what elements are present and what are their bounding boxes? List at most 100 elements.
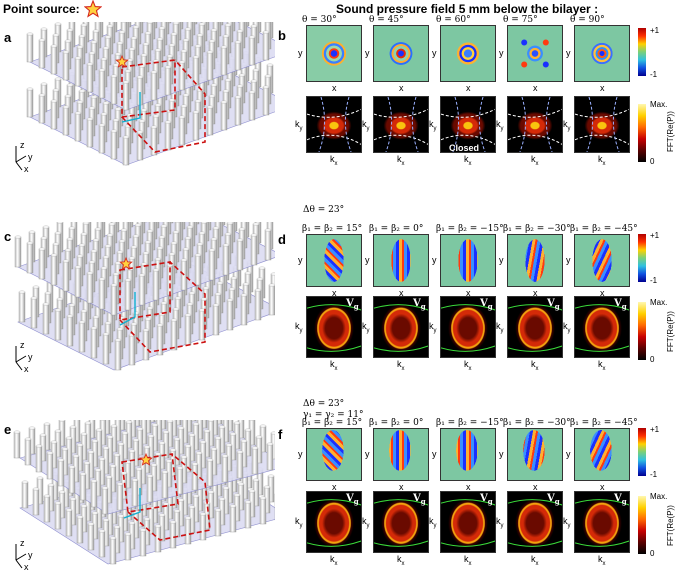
row_f-fft-plot-4	[574, 491, 630, 553]
axes-triad-c: z y x	[10, 340, 40, 374]
dispersion-curves	[508, 97, 562, 152]
row_d-fft-plot-2	[440, 296, 496, 358]
y-axis-label: y	[566, 448, 571, 459]
row_b-fft-plot-1	[373, 96, 429, 153]
dispersion-curves	[508, 499, 562, 547]
row_b-field-plot-3	[507, 25, 563, 82]
row_f-title-1: β₁ = β₂ = 0°	[369, 418, 424, 428]
group-velocity-label: Vg	[480, 493, 493, 506]
kx-axis-label: kx	[598, 554, 606, 567]
row_d-title-3: β₁ = β₂ = −30°	[503, 224, 571, 234]
axes-icon	[15, 544, 27, 569]
ky-axis-label: ky	[563, 118, 571, 132]
row_d-field-plot-2	[440, 234, 496, 287]
x-axis-label: x	[533, 83, 538, 93]
ky-axis-label: ky	[496, 321, 504, 334]
panel-c-label: c	[4, 229, 12, 244]
ky-axis-label: ky	[563, 321, 571, 334]
x-axis-label: x	[600, 288, 605, 298]
row_f-title-0: β₁ = β₂ = 15°	[302, 418, 363, 428]
dispersion-curves	[307, 97, 361, 152]
y-axis-label: y	[298, 254, 303, 265]
bilayer-illustration-a	[26, 22, 275, 166]
bilayer-illustration-e	[13, 420, 275, 565]
row_f-field-plot-3	[507, 428, 563, 481]
panel-d-label: d	[278, 232, 286, 247]
row-f-header-0: Δθ = 23°	[303, 399, 345, 409]
dispersion-curves	[441, 499, 495, 547]
kx-axis-label: kx	[464, 554, 472, 567]
group-velocity-label: Vg	[480, 298, 493, 311]
ky-axis-label: ky	[496, 118, 504, 132]
row_b-fft-plot-2	[440, 96, 496, 153]
dispersion-curves	[575, 97, 629, 152]
row_b-title-0: θ = 30°	[302, 15, 337, 25]
ky-axis-label: ky	[362, 118, 370, 132]
kx-axis-label: kx	[397, 154, 405, 167]
y-axis-label: y	[365, 448, 370, 459]
row_b-title-3: θ = 75°	[503, 15, 538, 25]
group-velocity-label: Vg	[614, 298, 627, 311]
row_d-fft-plot-3	[507, 296, 563, 358]
closed-label: Closed	[449, 143, 480, 153]
y-axis-label: y	[432, 254, 437, 265]
x-axis-label: x	[533, 482, 538, 492]
row_f-title-3: β₁ = β₂ = −30°	[503, 418, 571, 428]
row_f-field-plot-2	[440, 428, 496, 481]
row_f-title-2: β₁ = β₂ = −15°	[436, 418, 504, 428]
dispersion-curves	[374, 499, 428, 547]
row_d-title-2: β₁ = β₂ = −15°	[436, 224, 504, 234]
panel-a-label: a	[4, 30, 12, 45]
fft-colorbar-b	[638, 104, 646, 162]
row_f-title-4: β₁ = β₂ = −45°	[570, 418, 638, 428]
row_d-fft-plot-1	[373, 296, 429, 358]
row_d-field-plot-3	[507, 234, 563, 287]
ky-axis-label: ky	[362, 516, 370, 529]
y-axis-label: y	[298, 47, 303, 58]
dispersion-curves	[575, 304, 629, 352]
row_b-fft-plot-4	[574, 96, 630, 153]
group-velocity-label: Vg	[547, 493, 560, 506]
x-axis-label: x	[600, 482, 605, 492]
x-axis-label: x	[466, 83, 471, 93]
dispersion-curves	[307, 304, 361, 352]
dispersion-curves	[441, 304, 495, 352]
row_b-title-1: θ = 45°	[369, 15, 404, 25]
row_d-fft-plot-4	[574, 296, 630, 358]
ky-axis-label: ky	[429, 516, 437, 529]
x-axis-label: x	[332, 482, 337, 492]
row_b-field-plot-4	[574, 25, 630, 82]
y-axis-label: y	[432, 47, 437, 58]
row_b-fft-plot-3	[507, 96, 563, 153]
y-axis-label: y	[499, 47, 504, 58]
group-velocity-label: Vg	[413, 493, 426, 506]
y-axis-label: y	[499, 448, 504, 459]
dispersion-curves	[374, 97, 428, 152]
bilayer-illustration-c	[14, 222, 275, 371]
row_b-field-plot-1	[373, 25, 429, 82]
axes-icon	[15, 346, 27, 371]
dispersion-curves	[441, 97, 495, 152]
row-f-header-1: γ₁ = γ₂ = 11°	[303, 410, 364, 420]
x-axis-label: x	[332, 83, 337, 93]
row_b-field-plot-0	[306, 25, 362, 82]
panel-b-label: b	[278, 28, 286, 43]
kx-axis-label: kx	[464, 359, 472, 372]
x-axis-label: x	[466, 482, 471, 492]
panel-f-label: f	[278, 427, 283, 442]
kx-axis-label: kx	[598, 359, 606, 372]
row_b-field-plot-2	[440, 25, 496, 82]
group-velocity-label: Vg	[547, 298, 560, 311]
group-velocity-label: Vg	[346, 493, 359, 506]
x-axis-label: x	[399, 482, 404, 492]
ky-axis-label: ky	[295, 321, 303, 334]
y-axis-label: y	[499, 254, 504, 265]
dispersion-curves	[575, 499, 629, 547]
x-axis-label: x	[332, 288, 337, 298]
group-velocity-label: Vg	[346, 298, 359, 311]
x-axis-label: x	[600, 83, 605, 93]
ky-axis-label: ky	[362, 321, 370, 334]
row_b-fft-plot-0	[306, 96, 362, 153]
